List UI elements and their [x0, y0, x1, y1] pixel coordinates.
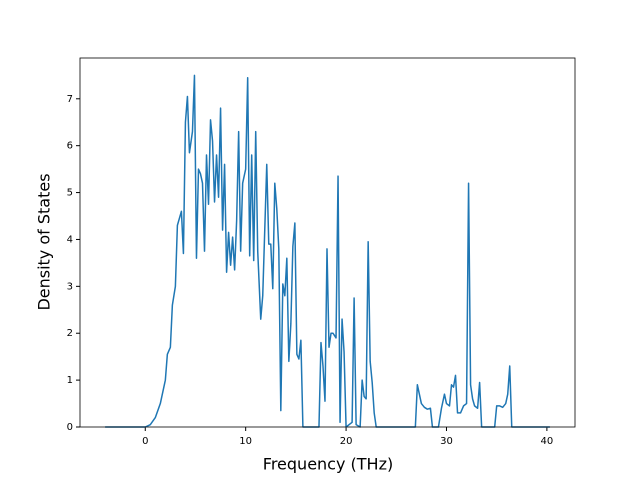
- x-tick-label: 30: [440, 436, 453, 447]
- y-tick-label: 3: [67, 281, 73, 292]
- x-tick-label: 40: [541, 436, 554, 447]
- x-axis-label: Frequency (THz): [263, 455, 393, 474]
- data-line: [105, 74, 550, 428]
- y-axis-label: Density of States: [35, 173, 54, 310]
- x-tick-label: 10: [239, 436, 252, 447]
- y-tick-label: 0: [67, 422, 73, 433]
- y-tick-label: 6: [67, 141, 73, 152]
- x-tick-label: 20: [340, 436, 353, 447]
- plot-frame: [79, 57, 576, 428]
- x-tick-label: 0: [142, 436, 148, 447]
- y-tick-label: 1: [67, 375, 73, 386]
- y-tick-label: 5: [67, 188, 73, 199]
- y-tick-label: 4: [67, 234, 73, 245]
- y-tick-label: 7: [67, 94, 73, 105]
- y-tick-label: 2: [67, 328, 73, 339]
